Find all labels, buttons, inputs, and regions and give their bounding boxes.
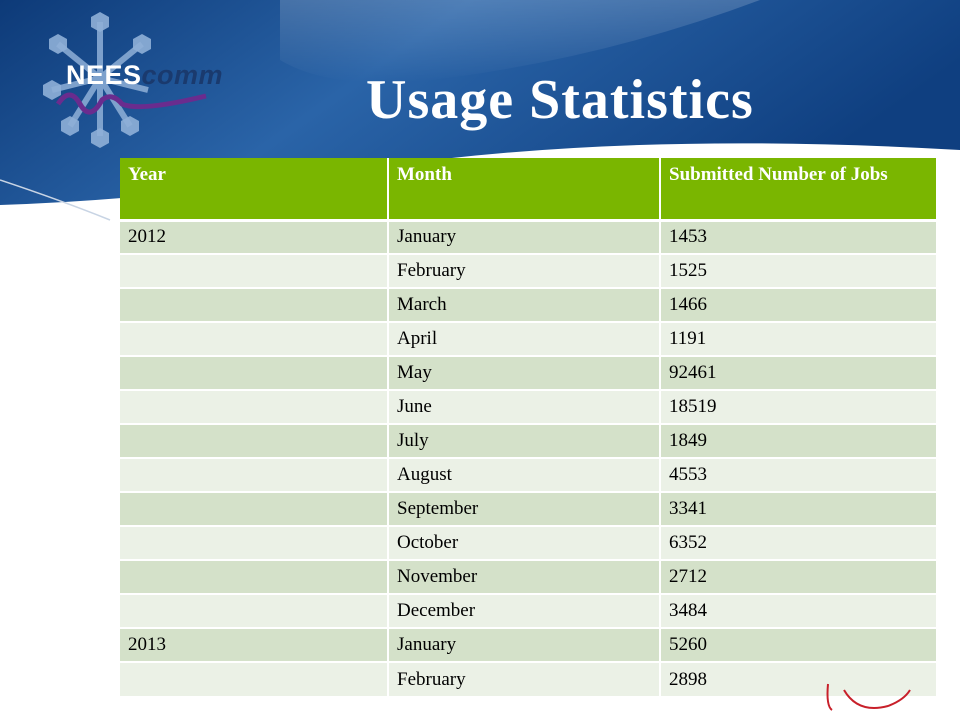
cell-jobs: 18519 [659,389,936,424]
usage-statistics-table: Year Month Submitted Number of Jobs 2012… [120,158,936,696]
cell-jobs: 4553 [659,457,936,492]
cell-month: December [387,593,660,628]
cell-year [120,457,388,492]
header-submitted-jobs: Submitted Number of Jobs [659,158,936,222]
network-hexagon-logo-icon [43,12,207,148]
table-row: February 1525 [120,253,936,288]
logo-comm-text: comm [141,60,224,90]
page-title: Usage Statistics [366,69,754,131]
neescomm-logo: NEEScomm [30,8,223,148]
cell-jobs: 1525 [659,253,936,288]
cell-year [120,525,388,560]
cell-year [120,389,388,424]
header-year: Year [120,158,388,222]
cell-month: January [387,627,660,662]
table-row: October 6352 [120,525,936,560]
table-row: November 2712 [120,559,936,594]
cell-jobs: 3484 [659,593,936,628]
table-header-row: Year Month Submitted Number of Jobs [120,158,936,222]
cell-jobs: 92461 [659,355,936,390]
cell-month: July [387,423,660,458]
table-row: 2013 January 5260 [120,627,936,662]
cell-jobs: 2898 [659,661,936,696]
cell-jobs: 2712 [659,559,936,594]
cell-year: 2012 [120,219,388,254]
cell-year [120,423,388,458]
cell-month: April [387,321,660,356]
cell-jobs: 5260 [659,627,936,662]
cell-month: November [387,559,660,594]
cell-month: August [387,457,660,492]
cell-month: February [387,253,660,288]
cell-jobs: 1849 [659,423,936,458]
cell-year [120,559,388,594]
table-row: April 1191 [120,321,936,356]
cell-year [120,661,388,696]
cell-jobs: 3341 [659,491,936,526]
decorative-swoosh-icon [826,683,911,711]
cell-month: February [387,661,660,696]
table-row: May 92461 [120,355,936,390]
cell-month: January [387,219,660,254]
table-row: June 18519 [120,389,936,424]
cell-month: May [387,355,660,390]
header-month: Month [387,158,660,222]
cell-month: June [387,389,660,424]
cell-month: October [387,525,660,560]
cell-jobs: 1466 [659,287,936,322]
cell-jobs: 1453 [659,219,936,254]
table-row: February 2898 [120,661,936,696]
header-background [0,0,960,221]
cell-year [120,321,388,356]
table-row: December 3484 [120,593,936,628]
table-row: 2012 January 1453 [120,219,936,254]
cell-jobs: 1191 [659,321,936,356]
table-row: August 4553 [120,457,936,492]
cell-year [120,287,388,322]
cell-year [120,253,388,288]
table-row: July 1849 [120,423,936,458]
table-row: September 3341 [120,491,936,526]
logo-nees-text: NEES [66,60,142,90]
cell-month: March [387,287,660,322]
table-row: March 1466 [120,287,936,322]
logo-wordmark: NEEScomm [66,60,223,91]
cell-year [120,491,388,526]
cell-year: 2013 [120,627,388,662]
cell-year [120,593,388,628]
cell-month: September [387,491,660,526]
cell-year [120,355,388,390]
cell-jobs: 6352 [659,525,936,560]
